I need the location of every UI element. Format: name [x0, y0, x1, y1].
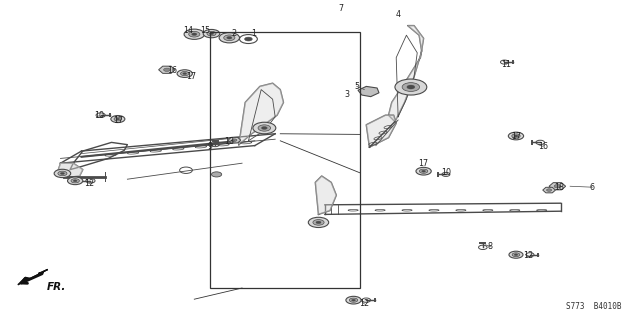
Circle shape [554, 185, 561, 188]
Circle shape [514, 135, 518, 137]
Text: 17: 17 [113, 116, 123, 124]
Circle shape [514, 254, 518, 256]
Polygon shape [228, 137, 241, 143]
Text: 14: 14 [183, 26, 193, 35]
Polygon shape [18, 269, 48, 285]
Circle shape [58, 171, 67, 176]
Circle shape [316, 221, 321, 224]
Text: 9: 9 [208, 142, 213, 151]
Text: 17: 17 [419, 159, 429, 168]
Text: 16: 16 [167, 66, 177, 75]
Text: 16: 16 [538, 142, 548, 151]
Circle shape [308, 217, 329, 228]
Circle shape [73, 180, 77, 182]
Circle shape [508, 132, 524, 140]
Text: 17: 17 [186, 72, 196, 81]
Circle shape [71, 179, 80, 183]
Circle shape [177, 70, 192, 77]
Text: 12: 12 [359, 300, 369, 308]
Circle shape [180, 71, 189, 76]
Circle shape [407, 85, 415, 89]
Circle shape [211, 172, 222, 177]
Text: 8: 8 [488, 242, 493, 251]
Circle shape [189, 31, 200, 37]
Circle shape [346, 296, 361, 304]
Circle shape [68, 177, 83, 185]
Circle shape [253, 122, 276, 134]
Polygon shape [358, 86, 379, 97]
Circle shape [227, 36, 232, 39]
Circle shape [116, 118, 120, 120]
Circle shape [224, 35, 235, 41]
Polygon shape [315, 176, 336, 214]
Text: 17: 17 [511, 132, 521, 141]
Text: 11: 11 [501, 60, 512, 68]
Circle shape [183, 73, 187, 75]
Text: 7: 7 [338, 4, 343, 13]
Circle shape [313, 220, 324, 225]
Circle shape [261, 127, 267, 130]
Circle shape [245, 37, 252, 41]
Text: 13: 13 [224, 137, 234, 146]
Circle shape [395, 79, 427, 95]
Circle shape [547, 189, 552, 191]
Text: FR.: FR. [47, 282, 66, 292]
Text: 3: 3 [345, 90, 350, 99]
Circle shape [207, 31, 216, 36]
Polygon shape [543, 187, 555, 193]
Text: 6: 6 [590, 183, 595, 192]
Circle shape [349, 298, 358, 302]
Polygon shape [366, 115, 396, 147]
Text: 1: 1 [251, 29, 256, 38]
Polygon shape [389, 26, 424, 122]
Circle shape [512, 253, 520, 257]
Circle shape [422, 170, 426, 172]
Circle shape [512, 134, 520, 138]
Text: 5: 5 [354, 82, 359, 91]
Text: S773  B4010B: S773 B4010B [566, 302, 621, 311]
Text: 12: 12 [84, 179, 94, 188]
Polygon shape [159, 66, 175, 73]
Circle shape [192, 33, 197, 36]
Circle shape [352, 299, 355, 301]
Text: 2: 2 [232, 29, 237, 38]
Text: 10: 10 [441, 168, 451, 177]
Text: 15: 15 [200, 26, 210, 35]
Circle shape [419, 169, 428, 173]
Circle shape [111, 116, 125, 123]
Circle shape [164, 68, 170, 71]
Polygon shape [57, 163, 83, 178]
Circle shape [258, 125, 271, 131]
Text: 10: 10 [94, 111, 104, 120]
Text: 12: 12 [524, 252, 534, 260]
Circle shape [210, 33, 213, 35]
Circle shape [203, 29, 220, 38]
Circle shape [232, 139, 237, 141]
Circle shape [184, 29, 204, 39]
Circle shape [509, 251, 523, 258]
Text: 4: 4 [396, 10, 401, 19]
Text: 18: 18 [554, 183, 564, 192]
Circle shape [114, 117, 122, 121]
Bar [210, 32, 360, 288]
Circle shape [61, 172, 64, 174]
Circle shape [416, 167, 431, 175]
Circle shape [54, 169, 71, 178]
Polygon shape [239, 83, 283, 145]
Circle shape [219, 33, 240, 43]
Circle shape [402, 83, 420, 92]
Polygon shape [549, 183, 566, 190]
